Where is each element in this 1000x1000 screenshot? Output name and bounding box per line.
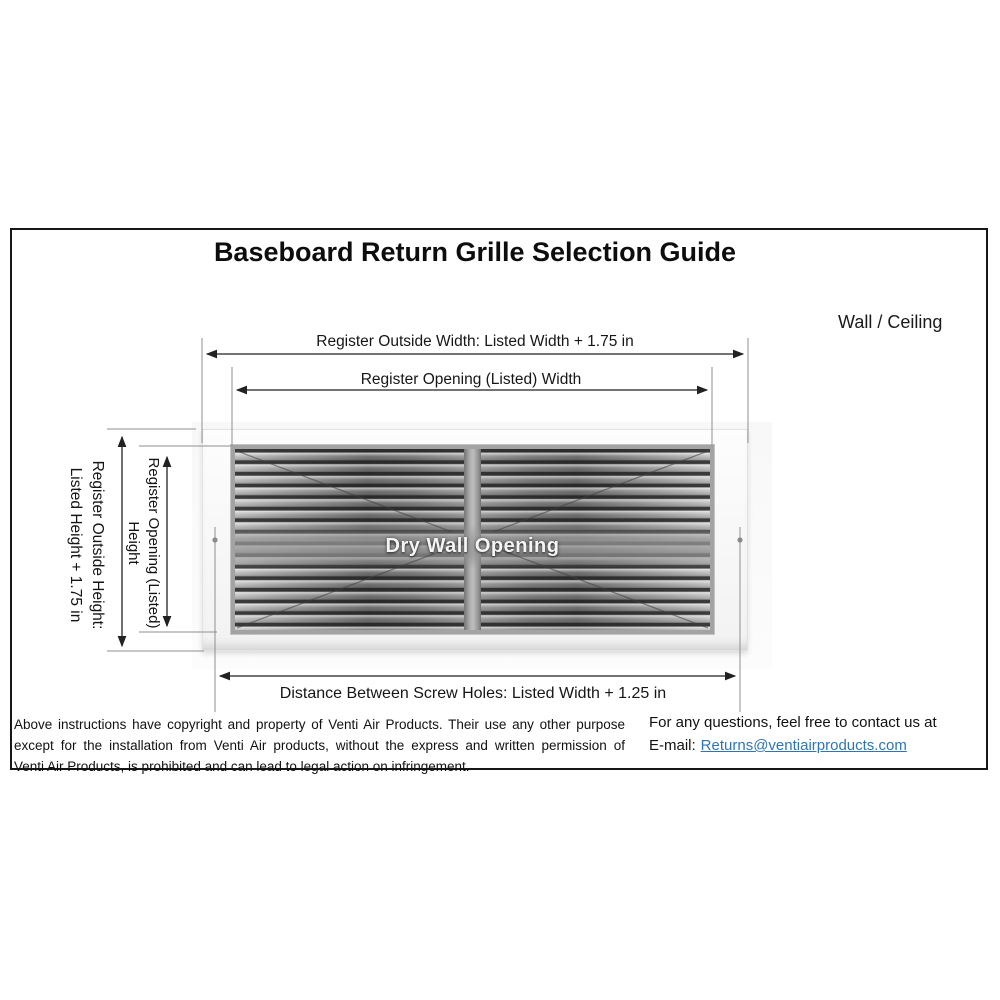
opening-height-label: Register Opening (Listed) Height [123, 448, 163, 638]
outside-width-label: Register Outside Width: Listed Width + 1… [316, 333, 634, 350]
outside-height-line1: Register Outside Height: [89, 460, 106, 630]
email-label: E-mail: [649, 737, 696, 754]
outside-height-line2: Listed Height + 1.75 in [67, 467, 84, 623]
email-line: E-mail: Returns@ventiairproducts.com [649, 734, 937, 757]
wall-ceiling-label: Wall / Ceiling [838, 312, 943, 332]
outside-height-label: Register Outside Height: Listed Height +… [64, 420, 108, 670]
opening-width-label: Register Opening (Listed) Width [360, 371, 582, 388]
content-border-box [10, 228, 988, 770]
contact-block: For any questions, feel free to contact … [649, 711, 937, 757]
copyright-line-1: Above instructions have copyright and pr… [14, 717, 625, 732]
dry-wall-opening-label: Dry Wall Opening [385, 535, 560, 557]
copyright-line-2: except for the installation from Venti A… [14, 738, 625, 753]
copyright-line-3: Venti Air Products, is prohibited and ca… [14, 759, 470, 774]
opening-height-line2: Height [125, 521, 142, 565]
copyright-text: Above instructions have copyright and pr… [14, 714, 625, 777]
contact-line: For any questions, feel free to contact … [649, 714, 937, 731]
email-link[interactable]: Returns@ventiairproducts.com [700, 737, 907, 754]
page-title: Baseboard Return Grille Selection Guide [213, 237, 737, 267]
screw-holes-label: Distance Between Screw Holes: Listed Wid… [279, 685, 667, 702]
opening-height-line1: Register Opening (Listed) [145, 457, 162, 629]
